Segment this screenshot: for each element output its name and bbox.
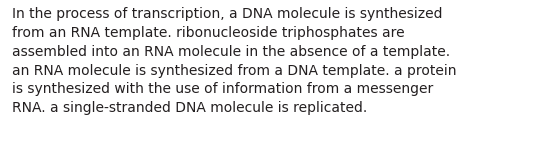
Text: In the process of transcription, a DNA molecule is synthesized
from an RNA templ: In the process of transcription, a DNA m… <box>12 7 457 115</box>
